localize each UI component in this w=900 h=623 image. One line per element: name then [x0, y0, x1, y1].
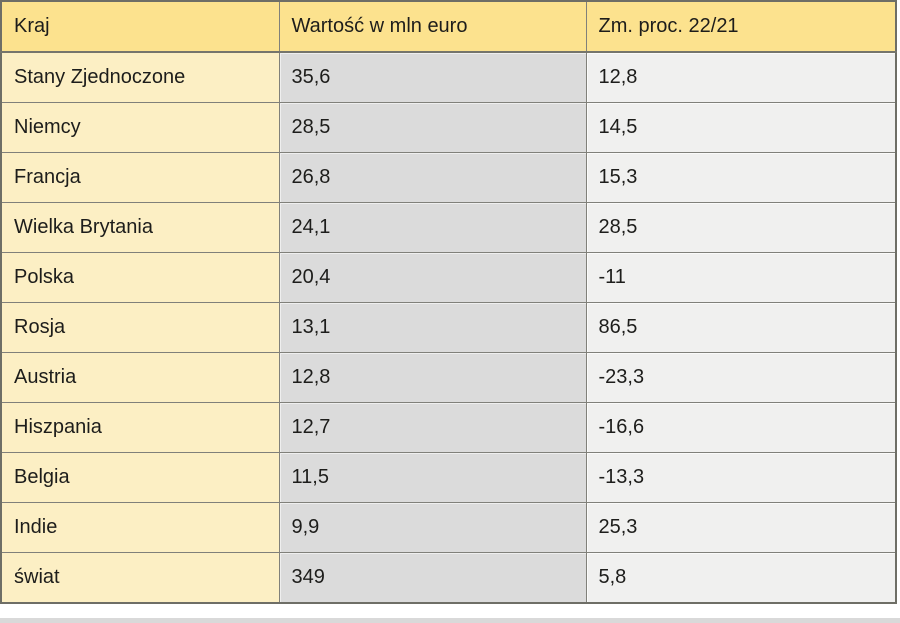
cell-country: świat	[0, 552, 280, 604]
cell-change: -16,6	[585, 402, 897, 453]
column-header-kraj: Kraj	[0, 0, 280, 53]
cell-country: Francja	[0, 152, 280, 203]
cell-value: 12,8	[278, 352, 587, 403]
table-body: Stany Zjednoczone 35,6 12,8 Niemcy 28,5 …	[0, 51, 897, 604]
column-header-zm-proc: Zm. proc. 22/21	[585, 0, 897, 53]
table-row: Niemcy 28,5 14,5	[0, 102, 897, 153]
cell-value: 12,7	[278, 402, 587, 453]
table-row: Francja 26,8 15,3	[0, 152, 897, 203]
table-row: Indie 9,9 25,3	[0, 502, 897, 553]
cell-change: 12,8	[585, 51, 897, 103]
table-row: Wielka Brytania 24,1 28,5	[0, 202, 897, 253]
cell-country: Austria	[0, 352, 280, 403]
cell-value: 26,8	[278, 152, 587, 203]
cell-change: -13,3	[585, 452, 897, 503]
cell-value: 35,6	[278, 51, 587, 103]
cell-change: 14,5	[585, 102, 897, 153]
cell-country: Hiszpania	[0, 402, 280, 453]
cell-change: 86,5	[585, 302, 897, 353]
table-row: Austria 12,8 -23,3	[0, 352, 897, 403]
cell-change: -23,3	[585, 352, 897, 403]
cell-value: 13,1	[278, 302, 587, 353]
header-row: Kraj Wartość w mln euro Zm. proc. 22/21	[0, 0, 897, 53]
table-row: Belgia 11,5 -13,3	[0, 452, 897, 503]
table-row: Hiszpania 12,7 -16,6	[0, 402, 897, 453]
cell-change: 15,3	[585, 152, 897, 203]
table-row: Stany Zjednoczone 35,6 12,8	[0, 51, 897, 103]
table-row: Rosja 13,1 86,5	[0, 302, 897, 353]
bottom-edge-strip	[0, 618, 900, 623]
cell-country: Belgia	[0, 452, 280, 503]
cell-value: 20,4	[278, 252, 587, 303]
cell-change: 25,3	[585, 502, 897, 553]
cell-change: 28,5	[585, 202, 897, 253]
cell-value: 349	[278, 552, 587, 604]
cell-value: 24,1	[278, 202, 587, 253]
table-row: świat 349 5,8	[0, 552, 897, 604]
cell-country: Niemcy	[0, 102, 280, 153]
column-header-wartosc: Wartość w mln euro	[278, 0, 587, 53]
cell-value: 11,5	[278, 452, 587, 503]
cell-value: 9,9	[278, 502, 587, 553]
cell-change: 5,8	[585, 552, 897, 604]
cell-country: Wielka Brytania	[0, 202, 280, 253]
cell-country: Polska	[0, 252, 280, 303]
cell-value: 28,5	[278, 102, 587, 153]
cell-country: Stany Zjednoczone	[0, 51, 280, 103]
table-row: Polska 20,4 -11	[0, 252, 897, 303]
country-values-table: Kraj Wartość w mln euro Zm. proc. 22/21 …	[0, 0, 897, 604]
cell-country: Indie	[0, 502, 280, 553]
table-header: Kraj Wartość w mln euro Zm. proc. 22/21	[0, 0, 897, 53]
cell-change: -11	[585, 252, 897, 303]
cell-country: Rosja	[0, 302, 280, 353]
